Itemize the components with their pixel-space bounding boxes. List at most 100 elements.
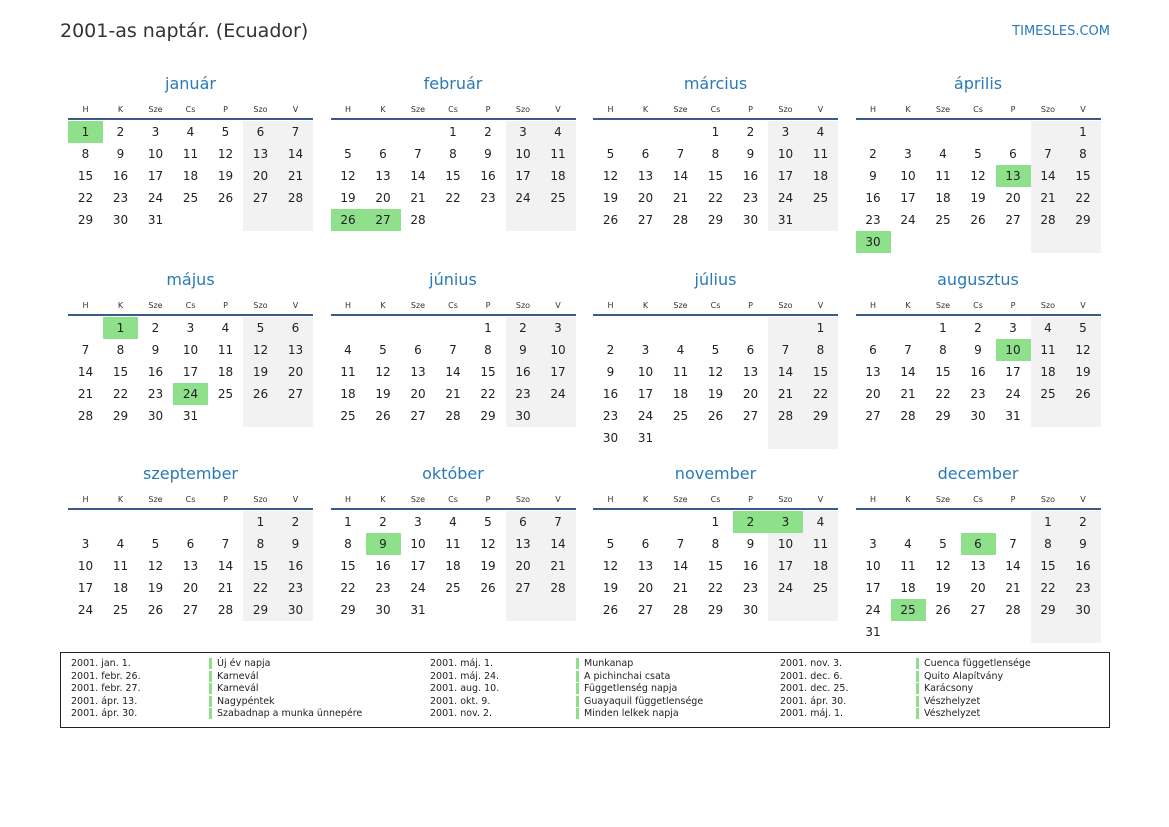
month-name: február — [423, 74, 483, 93]
day: 10 — [410, 537, 426, 551]
day: 28 — [77, 409, 94, 423]
day: 2 — [869, 147, 877, 161]
day: 9 — [278, 533, 313, 555]
month-name: május — [166, 270, 215, 289]
day: 14 — [445, 365, 461, 379]
day: 26 — [602, 603, 619, 617]
day: 5 — [606, 537, 615, 551]
weekend-cell — [540, 209, 576, 231]
holiday-marker — [916, 683, 919, 694]
holiday-legend — [60, 652, 1110, 728]
holiday-name: Karnevál — [217, 670, 259, 682]
day: 20 — [375, 191, 391, 205]
day: 4 — [803, 511, 838, 533]
header-rule — [593, 314, 838, 316]
day: 11 — [182, 147, 199, 161]
day: 7 — [1030, 143, 1066, 165]
holiday-date: 2001. febr. 26. — [71, 670, 141, 682]
day: 5 — [221, 125, 230, 139]
day: 5 — [1065, 317, 1101, 339]
weekday-label: Sze — [673, 105, 688, 114]
day: 15 — [1030, 555, 1066, 577]
day: 4 — [676, 343, 685, 357]
holiday-name: Új év napja — [217, 658, 271, 669]
day: 15 — [77, 169, 94, 183]
day: 8 — [116, 343, 125, 357]
weekday-label: K — [642, 301, 649, 310]
day: 7 — [1009, 537, 1017, 551]
weekday-label: V — [555, 495, 561, 504]
header-rule — [330, 118, 576, 120]
day: 21 — [1030, 187, 1066, 209]
day: 14 — [278, 143, 313, 165]
day: 11 — [217, 343, 234, 357]
day: 29 — [77, 213, 94, 227]
day: 6 — [960, 533, 996, 555]
day: 29 — [707, 213, 724, 227]
day: 12 — [243, 339, 278, 361]
day: 25 — [112, 603, 129, 617]
weekday-label: P — [485, 105, 491, 114]
day: 22 — [707, 581, 724, 595]
day: 16 — [480, 169, 496, 183]
day: 14 — [768, 361, 803, 383]
day: 27 — [505, 577, 541, 599]
holiday-name: Guayaquil függetlensége — [584, 695, 704, 707]
day: 21 — [1005, 581, 1021, 595]
day: 25 — [935, 213, 951, 227]
day: 30 — [112, 213, 129, 227]
month-name: szeptember — [142, 464, 238, 483]
holiday-name: Függetlenség napja — [584, 683, 678, 694]
day: 19 — [147, 581, 164, 595]
weekday-label: Szo — [1040, 105, 1056, 114]
weekday-label: Szo — [515, 301, 531, 310]
weekend-cell — [505, 209, 541, 231]
header-rule — [330, 314, 576, 316]
holiday-name: Vészhelyzet — [924, 695, 981, 707]
day: 5 — [151, 537, 160, 551]
day: 30 — [1065, 599, 1101, 621]
holiday-marker — [576, 658, 579, 669]
weekday-label: Sze — [935, 301, 951, 310]
holiday-name: Nagypéntek — [217, 695, 275, 707]
holiday-marker — [576, 695, 579, 707]
day: 3 — [414, 515, 422, 529]
weekday-label: Sze — [673, 495, 688, 504]
day: 25 — [540, 187, 576, 209]
brand[interactable]: TIMESLES.COM — [1012, 24, 1110, 39]
day: 6 — [243, 121, 278, 143]
day: 10 — [900, 169, 916, 183]
day: 16 — [970, 365, 986, 379]
day: 8 — [711, 147, 720, 161]
day: 9 — [365, 533, 401, 555]
day: 12 — [375, 365, 391, 379]
day: 3 — [151, 125, 160, 139]
day: 1 — [449, 125, 457, 139]
day: 10 — [995, 339, 1031, 361]
day: 7 — [278, 121, 313, 143]
day: 14 — [540, 533, 576, 555]
day: 29 — [243, 599, 278, 621]
weekend-cell — [278, 209, 313, 231]
header-rule — [593, 118, 838, 120]
weekday-label: Sze — [148, 105, 163, 114]
day: 23 — [112, 191, 129, 205]
day: 28 — [217, 603, 234, 617]
weekday-label: P — [1010, 105, 1016, 114]
day: 11 — [1030, 339, 1066, 361]
day: 22 — [112, 387, 129, 401]
day: 26 — [707, 409, 724, 423]
day: 4 — [803, 121, 838, 143]
weekday-label: K — [642, 105, 649, 114]
day: 17 — [637, 387, 654, 401]
weekday-label: Szo — [778, 301, 793, 310]
day: 30 — [742, 213, 759, 227]
day: 26 — [935, 603, 951, 617]
holiday-date: 2001. ápr. 30. — [71, 708, 138, 719]
holiday-marker — [916, 658, 919, 669]
day: 3 — [768, 511, 803, 533]
day: 27 — [742, 409, 759, 423]
weekday-label: Cs — [185, 105, 196, 114]
day: 3 — [540, 317, 576, 339]
day: 26 — [375, 409, 391, 423]
